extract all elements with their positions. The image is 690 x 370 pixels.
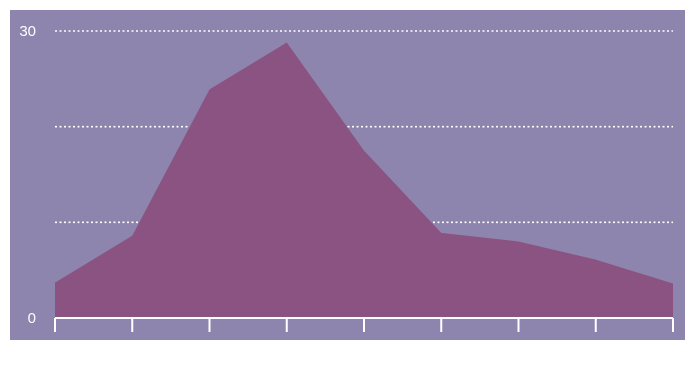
- y-tick-label-30: 30: [19, 23, 36, 40]
- y-axis-tick-labels: 0 30: [19, 23, 36, 327]
- y-tick-label-0: 0: [28, 310, 36, 327]
- area-series: [55, 42, 673, 318]
- x-axis-tick-labels: 2004 2008 2012: [37, 348, 688, 365]
- grid-lines: [55, 30, 673, 224]
- x-axis: [54, 317, 674, 332]
- x-tick-label-2012: 2012: [655, 348, 688, 365]
- x-tick-label-2004: 2004: [37, 348, 70, 365]
- x-tick-label-2008: 2008: [347, 348, 380, 365]
